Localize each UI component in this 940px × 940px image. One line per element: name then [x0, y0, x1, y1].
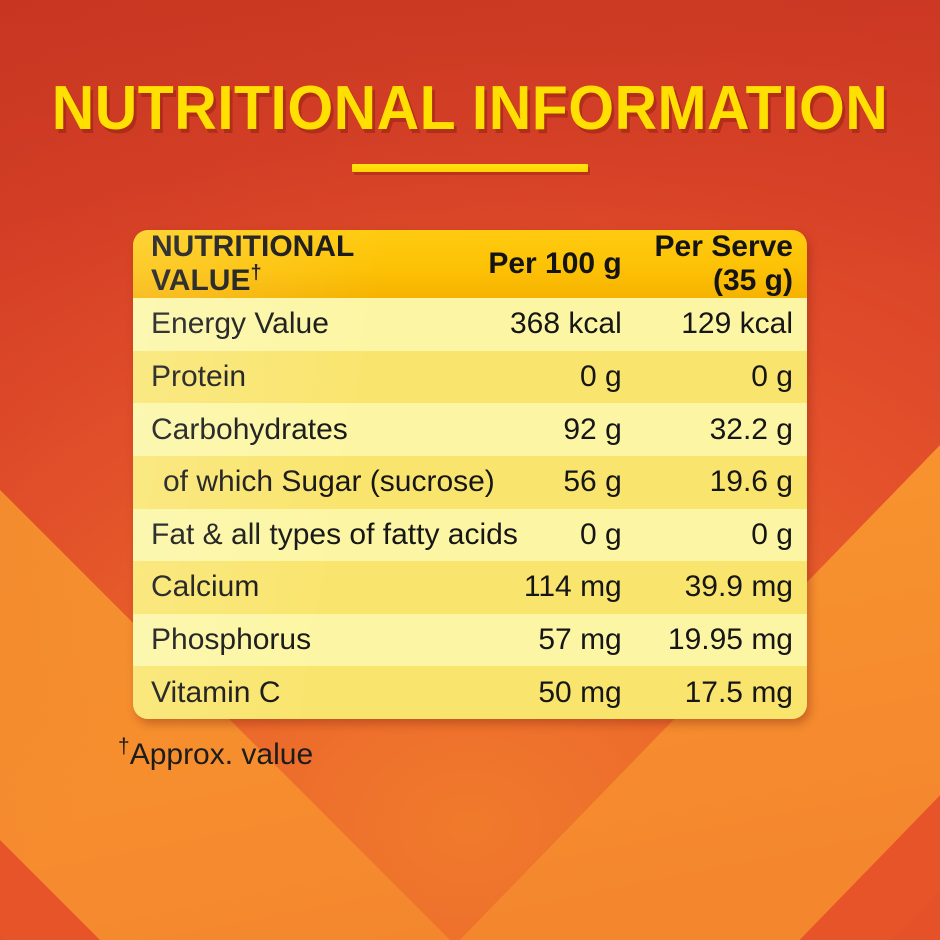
cell-nutrient-name: of which Sugar (sucrose) — [133, 455, 495, 509]
cell-per-100g: 92 g — [470, 403, 632, 456]
cell-per-serve: 129 kcal — [631, 298, 807, 351]
dagger-marker-footnote: † — [118, 735, 130, 758]
cell-per-serve: 17.5 mg — [631, 666, 807, 719]
column-header-per-serve: Per Serve (35 g) — [631, 230, 807, 298]
title-underline-bar — [352, 164, 588, 172]
dagger-marker-header: † — [250, 262, 262, 284]
table-row: Carbohydrates 92 g 32.2 g — [133, 403, 807, 456]
nutrition-table-card: NUTRITIONAL VALUE† Per 100 g Per Serve (… — [133, 230, 807, 719]
cell-per-100g: 57 mg — [470, 613, 632, 667]
cell-nutrient-name: Carbohydrates — [133, 403, 470, 456]
cell-per-serve: 0 g — [631, 350, 807, 404]
cell-per-100g: 0 g — [470, 350, 632, 404]
cell-per-serve: 39.9 mg — [631, 561, 807, 614]
cell-per-100g: 114 mg — [470, 561, 632, 614]
table-header: NUTRITIONAL VALUE† Per 100 g Per Serve (… — [133, 230, 807, 298]
cell-per-100g: 56 g — [470, 455, 632, 509]
table-row: Vitamin C 50 mg 17.5 mg — [133, 666, 807, 719]
cell-nutrient-name: Phosphorus — [133, 613, 470, 667]
cell-per-serve: 0 g — [631, 508, 807, 562]
table-row: Phosphorus 57 mg 19.95 mg — [133, 613, 807, 667]
cell-per-100g: 0 g — [470, 508, 632, 562]
cell-nutrient-name: Fat & all types of fatty acids — [133, 508, 518, 562]
table-row: of which Sugar (sucrose) 56 g 19.6 g — [133, 455, 807, 509]
column-header-nutritional-value: NUTRITIONAL VALUE† — [133, 230, 470, 298]
cell-per-serve: 32.2 g — [631, 403, 807, 456]
cell-nutrient-name: Protein — [133, 350, 470, 404]
cell-per-100g: 368 kcal — [470, 298, 632, 351]
table-row: Calcium 114 mg 39.9 mg — [133, 561, 807, 614]
cell-per-serve: 19.6 g — [631, 455, 807, 509]
column-header-nutritional-value-label: NUTRITIONAL VALUE — [151, 230, 354, 297]
column-header-per-100g: Per 100 g — [470, 230, 632, 298]
page-title: NUTRITIONAL INFORMATION — [51, 74, 889, 143]
footnote-text: Approx. value — [129, 738, 314, 771]
cell-per-100g: 50 mg — [470, 666, 632, 719]
nutrition-table: NUTRITIONAL VALUE† Per 100 g Per Serve (… — [133, 230, 807, 719]
cell-per-serve: 19.95 mg — [631, 613, 807, 667]
cell-nutrient-name: Calcium — [133, 561, 470, 614]
cell-nutrient-name: Vitamin C — [133, 666, 470, 719]
footnote: †Approx. value — [118, 735, 314, 772]
table-header-row: NUTRITIONAL VALUE† Per 100 g Per Serve (… — [133, 230, 807, 298]
table-row: Energy Value 368 kcal 129 kcal — [133, 298, 807, 351]
cell-nutrient-name: Energy Value — [133, 298, 470, 351]
